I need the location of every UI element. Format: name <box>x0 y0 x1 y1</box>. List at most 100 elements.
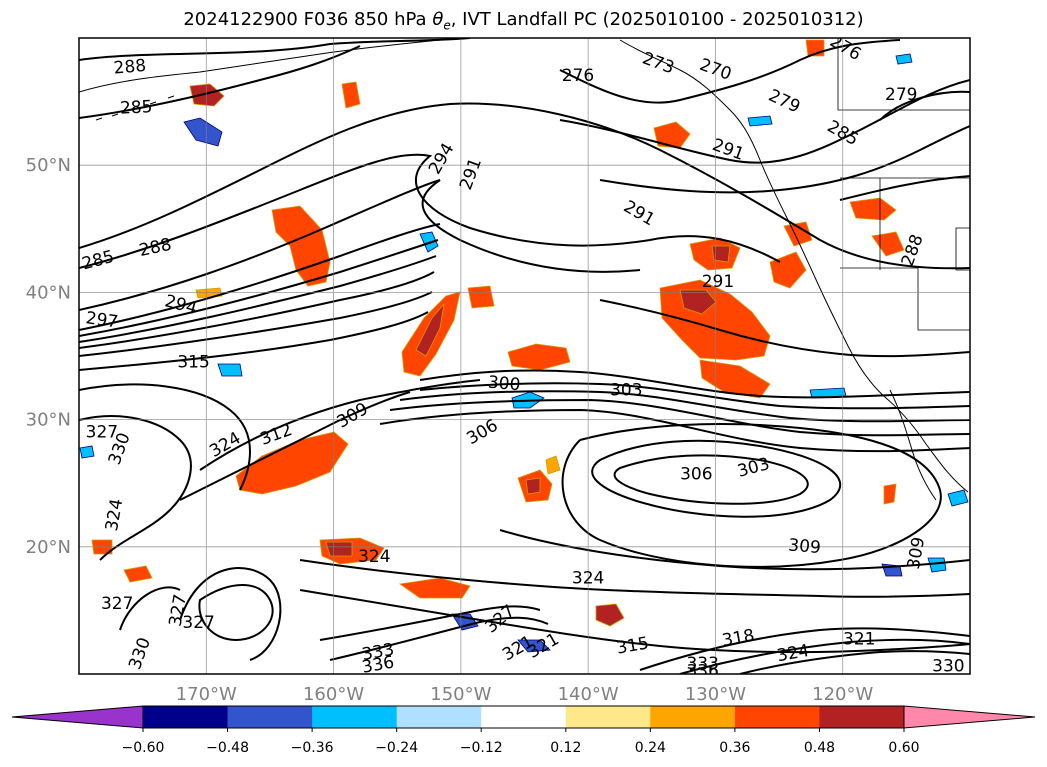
latitude-tick-labels: 50°N 40°N 30°N 20°N <box>26 155 71 558</box>
colorbar-under-extension <box>11 705 144 729</box>
contour-line <box>561 423 942 568</box>
colorbar-tick-label: 0.60 <box>888 740 919 756</box>
contour-line <box>599 125 970 194</box>
anomaly-patch <box>699 359 771 399</box>
contour-line <box>79 102 970 270</box>
contour-label: 291 <box>702 272 734 292</box>
contour-line <box>79 38 471 61</box>
colorbar-segment <box>312 706 398 728</box>
anomaly-patch <box>747 115 773 127</box>
colorbar-tick-label: −0.48 <box>206 740 249 756</box>
north-america-coast <box>619 39 969 493</box>
contour-line <box>591 439 842 518</box>
title-suffix: , IVT Landfall PC (2025010100 - 20250103… <box>450 9 864 30</box>
colorbar-segment <box>650 706 736 728</box>
contour-line <box>299 589 970 654</box>
contour-line <box>419 369 970 399</box>
contour-line <box>79 415 192 561</box>
contour-label: 327 <box>86 422 118 442</box>
anomaly-patch <box>927 557 947 573</box>
anomaly-patch <box>217 363 243 377</box>
anomaly-patch <box>783 221 813 247</box>
border-line <box>837 38 970 111</box>
anomaly-patch <box>517 639 551 653</box>
colorbar-tick-label: 0.36 <box>719 740 750 756</box>
contour-line <box>79 223 441 331</box>
contour-label: 333 <box>686 654 718 674</box>
anomaly-patch <box>467 285 495 309</box>
contour-line <box>179 567 282 661</box>
anomaly-patch <box>398 577 471 599</box>
contour-label: 303 <box>610 380 642 400</box>
anomaly-patch <box>849 197 897 221</box>
lon-tick-label: 120°W <box>812 684 873 705</box>
colorbar-tick-label: 0.48 <box>804 740 835 756</box>
contour-label: 300 <box>487 373 521 396</box>
anomaly-patch <box>123 565 153 583</box>
longitude-tick-labels: 170°W 160°W 150°W 140°W 130°W 120°W <box>176 684 874 705</box>
contour-line <box>679 638 970 674</box>
colorbar-segment <box>565 706 651 728</box>
anomaly-patch <box>183 117 223 147</box>
colorbar-segment <box>819 706 905 728</box>
contour-label: 276 <box>562 66 594 86</box>
contour-line <box>839 175 970 201</box>
contour-line <box>79 271 435 349</box>
anomaly-patch <box>415 302 445 357</box>
contour-label: 315 <box>177 352 209 372</box>
baja-peninsula <box>889 389 937 501</box>
colorbar-frame <box>142 705 905 729</box>
contour-line <box>79 255 437 343</box>
contour-line <box>599 299 970 358</box>
aleutian-islands <box>95 95 175 121</box>
title-theta-symbol: θ <box>432 9 444 30</box>
borders <box>837 38 970 331</box>
contour-line <box>613 454 809 505</box>
anomaly-patch <box>341 81 361 109</box>
contour-label: 330 <box>932 656 964 676</box>
contour-line <box>119 586 181 631</box>
colorbar-segment <box>481 706 567 728</box>
map-frame <box>78 37 971 675</box>
contour-label: 327 <box>101 594 133 614</box>
border-line <box>955 227 970 271</box>
contour-line <box>399 390 970 423</box>
contour-label: 279 <box>885 85 917 105</box>
colorbar-segment <box>734 706 820 728</box>
contour-line <box>79 45 361 119</box>
anomaly-patch <box>711 245 731 263</box>
lon-tick-label: 140°W <box>558 684 619 705</box>
contour-line <box>739 650 970 674</box>
anomaly-patch <box>883 483 897 505</box>
contour-line <box>329 616 549 661</box>
contour-label: 324 <box>358 547 390 567</box>
colorbar-tick-label: 0.12 <box>550 740 581 756</box>
contour-label: 285 <box>120 97 153 119</box>
lon-tick-label: 160°W <box>303 684 364 705</box>
contour-line <box>198 584 274 642</box>
contour-label: 297 <box>84 308 119 332</box>
contour-label: 309 <box>787 535 821 558</box>
coastlines <box>79 39 969 501</box>
contour-line <box>179 391 411 501</box>
anomaly-patch <box>195 287 223 299</box>
lat-tick-label: 20°N <box>26 537 71 558</box>
colorbar-segment <box>143 706 229 728</box>
lat-tick-label: 50°N <box>26 155 71 176</box>
colorbar-segment <box>227 706 313 728</box>
contour-line <box>499 529 970 571</box>
colorbar-tick-label: −0.60 <box>122 740 165 756</box>
colorbar-over-extension <box>903 705 1036 729</box>
contour-line <box>79 383 251 491</box>
contour-line <box>199 379 481 471</box>
anomaly-patch <box>79 445 95 459</box>
contour-line <box>419 382 970 410</box>
map-title: 2024122900 F036 850 hPa θe, IVT Landfall… <box>0 9 1047 33</box>
gridlines <box>79 38 970 674</box>
colorbar-tick-label: −0.24 <box>375 740 418 756</box>
colorbar-segment <box>396 706 482 728</box>
contour-line <box>559 79 970 164</box>
contour-line <box>389 398 970 437</box>
contour-line <box>79 311 429 371</box>
